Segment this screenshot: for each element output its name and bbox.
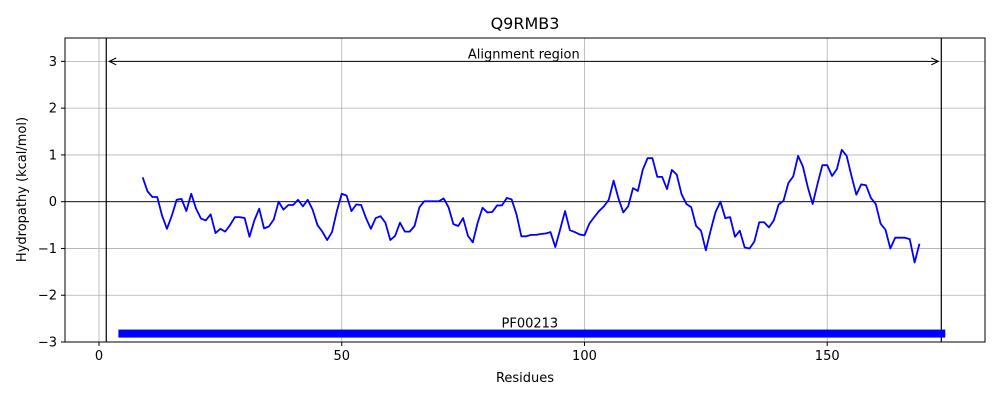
y-axis-label: Hydropathy (kcal/mol) [15, 117, 30, 262]
x-tick-label: 150 [815, 349, 840, 364]
pfam-domain [118, 329, 946, 338]
arrow-head-right [931, 57, 940, 66]
y-tick-label: 2 [49, 102, 57, 117]
y-tick-label: −2 [38, 289, 57, 304]
y-tick-label: 3 [49, 55, 57, 70]
series [141, 148, 921, 264]
alignment-region [105, 38, 942, 342]
chart-title: Q9RMB3 [491, 14, 560, 33]
pfam-domain-bar [118, 329, 946, 338]
hydropathy-line [141, 148, 921, 264]
y-tick-label: −1 [38, 242, 57, 257]
y-tick-label: 0 [49, 195, 57, 210]
x-tick-label: 0 [95, 349, 103, 364]
plot-frame [64, 37, 986, 343]
x-tick-label: 100 [572, 349, 597, 364]
arrow-head-left [108, 57, 117, 66]
pfam-domain-label: PF00213 [502, 317, 559, 332]
alignment-region-label: Alignment region [468, 47, 580, 62]
grid [65, 38, 985, 343]
ticks: 0 50 100 150 −3 −2 −1 0 1 2 3 [38, 55, 840, 364]
y-tick-label: 1 [49, 148, 57, 163]
x-tick-label: 50 [333, 349, 350, 364]
x-axis-label: Residues [496, 371, 554, 386]
y-tick-label: −3 [38, 336, 57, 351]
